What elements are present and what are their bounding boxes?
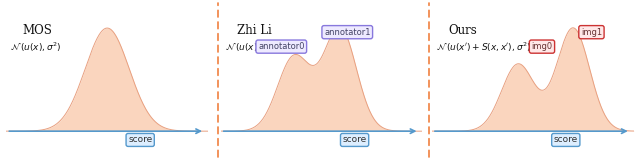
Text: img1: img1 — [581, 28, 602, 37]
Text: score: score — [554, 135, 578, 144]
Text: Zhi Li: Zhi Li — [237, 24, 271, 36]
Text: Ours: Ours — [448, 24, 477, 36]
Text: annotator0: annotator0 — [258, 42, 305, 51]
Text: $\mathcal{N}\,(u(x), \sigma^2)$: $\mathcal{N}\,(u(x), \sigma^2)$ — [10, 40, 62, 54]
Text: annotator1: annotator1 — [324, 28, 371, 37]
Text: img0: img0 — [531, 42, 552, 51]
Text: score: score — [342, 135, 367, 144]
Text: score: score — [128, 135, 152, 144]
Text: $\mathcal{N}\,(u(x) + f(s), \sigma^2)$: $\mathcal{N}\,(u(x) + f(s), \sigma^2)$ — [225, 40, 302, 54]
Text: MOS: MOS — [22, 24, 52, 36]
Text: $\mathcal{N}\,(u(x') + S(x, x'), \sigma^2)$: $\mathcal{N}\,(u(x') + S(x, x'), \sigma^… — [436, 40, 531, 54]
